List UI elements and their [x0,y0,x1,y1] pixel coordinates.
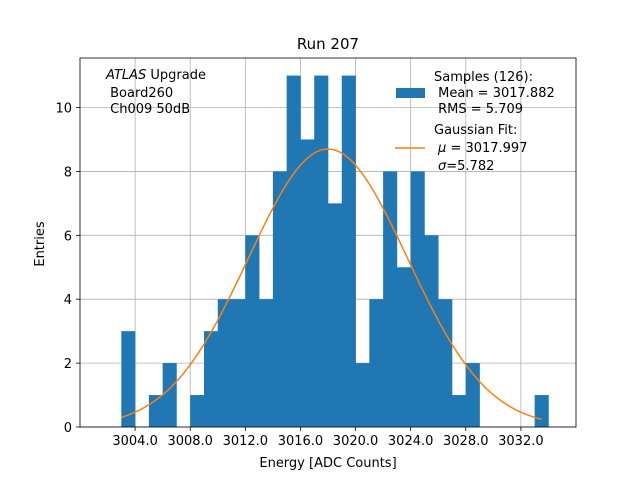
histogram-bar [396,267,411,427]
y-axis-ticks: 0 2 4 6 8 10 [55,102,80,436]
histogram-bar [286,75,301,428]
y-tick-label: 6 [64,229,72,244]
legend-samples-line-3: RMS = 5.709 [434,102,523,117]
histogram-bar [452,395,467,427]
x-tick-label: 3016.0 [278,434,324,449]
histogram-bar [383,171,398,427]
histogram-bar [355,363,370,427]
histogram-bar [534,395,549,427]
annotation-box: ATLAS Upgrade Board260 Ch009 50dB [105,68,206,117]
annotation-line-2: Board260 [106,86,173,101]
histogram-bar [272,171,287,427]
histogram-bar [217,299,232,427]
x-tick-label: 3012.0 [223,434,269,449]
x-tick-label: 3004.0 [112,434,158,449]
y-tick-label: 10 [55,102,72,117]
x-tick-label: 3028.0 [443,434,489,449]
legend-histogram-patch [396,88,425,98]
legend-fit-line-1: Gaussian Fit: [434,123,517,138]
histogram-bar [438,299,453,427]
y-tick-label: 4 [64,293,72,308]
histogram-bar [121,331,136,427]
histogram-bar [245,235,260,427]
annotation-upgrade: Upgrade [146,68,206,83]
y-tick-label: 0 [64,421,72,436]
x-tick-label: 3032.0 [498,434,544,449]
histogram-bar [410,171,425,427]
legend-samples-line-1: Samples (126): [434,70,533,85]
legend-fit-line-2: μ = 3017.997 [437,141,527,156]
legend-sigma-symbol: σ [438,159,447,174]
axes-frame [79,57,577,428]
annotation-line-1: ATLAS Upgrade [105,68,206,83]
histogram-bar [314,75,329,428]
legend-mu-value: = 3017.997 [446,141,527,156]
y-axis-label: Entries [33,221,48,267]
legend-sigma-value: =5.782 [446,159,494,174]
histogram-bar [341,75,356,428]
annotation-line-3: Ch009 50dB [106,102,190,117]
x-tick-label: 3024.0 [388,434,434,449]
x-tick-label: 3008.0 [167,434,213,449]
x-axis-label: Energy [ADC Counts] [259,456,396,471]
histogram-bar [162,363,177,427]
legend-samples-line-2: Mean = 3017.882 [434,86,555,101]
annotation-atlas: ATLAS [105,68,146,83]
y-tick-label: 8 [64,165,72,180]
histogram-bar [369,299,384,427]
x-tick-label: 3020.0 [333,434,379,449]
gaussian-fit-line [121,148,542,421]
histogram-bars [121,75,549,428]
legend: Samples (126): Mean = 3017.882 RMS = 5.7… [395,70,555,174]
histogram-bar [424,235,439,427]
histogram-bar [259,299,274,427]
legend-fit-line-3: σ=5.782 [438,159,494,174]
x-axis-ticks: 3004.0 3008.0 3012.0 3016.0 3020.0 3024.0 3028… [112,427,544,449]
histogram-bar [190,395,205,427]
histogram-bar [204,331,219,427]
chart-title: Run 207 [297,35,359,53]
y-tick-label: 2 [64,357,72,372]
legend-mu-symbol: μ [437,141,446,156]
histogram-bar [231,299,246,427]
histogram-bar [328,203,343,427]
histogram-bar [300,139,315,427]
